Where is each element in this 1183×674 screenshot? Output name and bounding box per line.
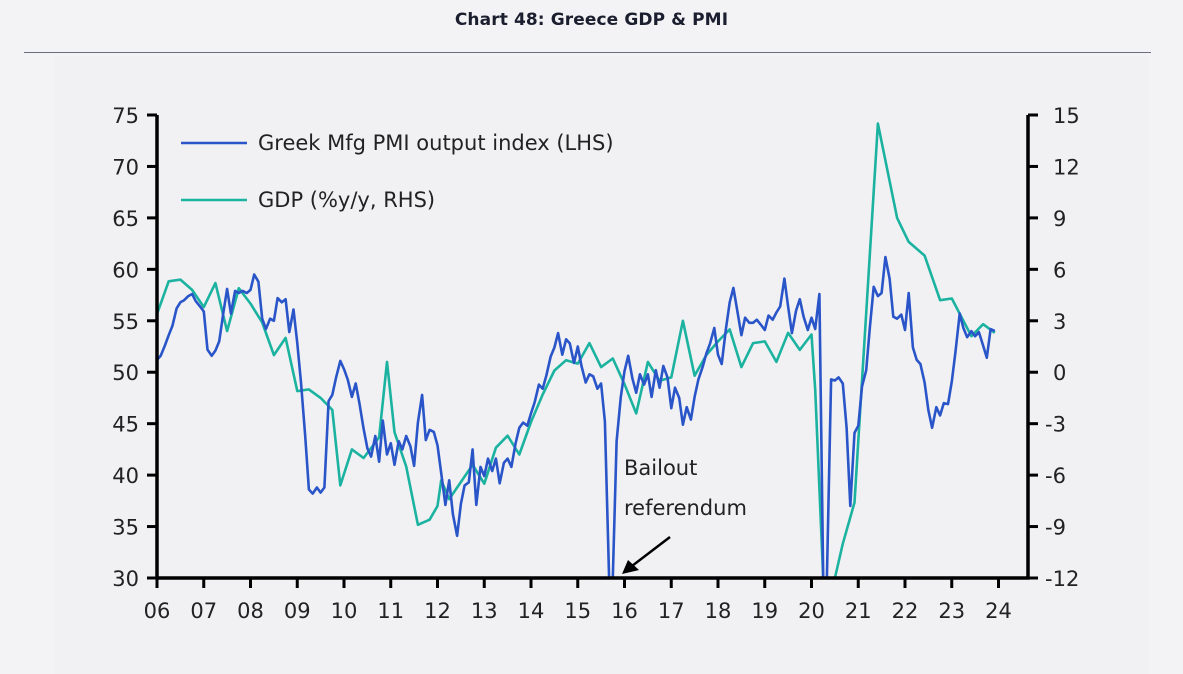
y-left-tick-label: 65 bbox=[112, 207, 139, 231]
x-tick-label: 13 bbox=[471, 599, 498, 623]
y-right-tick-label: -3 bbox=[1045, 413, 1066, 437]
y-left-tick-label: 60 bbox=[112, 258, 139, 282]
y-right-tick-label: 6 bbox=[1053, 258, 1066, 282]
x-tick-label: 18 bbox=[705, 599, 732, 623]
x-tick-label: 16 bbox=[611, 599, 638, 623]
y-left-tick-label: 50 bbox=[112, 361, 139, 385]
annotation-arrow-shaft bbox=[631, 536, 671, 567]
x-tick-label: 19 bbox=[751, 599, 778, 623]
legend-label-gdp: GDP (%y/y, RHS) bbox=[258, 188, 435, 212]
x-tick-label: 21 bbox=[845, 599, 872, 623]
x-tick-label: 06 bbox=[144, 599, 171, 623]
x-tick-label: 20 bbox=[798, 599, 825, 623]
x-tick-label: 08 bbox=[237, 599, 264, 623]
y-right-tick-label: 0 bbox=[1053, 361, 1066, 385]
x-tick-label: 07 bbox=[190, 599, 217, 623]
y-right-tick-label: 15 bbox=[1053, 104, 1080, 128]
y-left-tick-label: 35 bbox=[112, 516, 139, 540]
x-tick-label: 17 bbox=[658, 599, 685, 623]
x-tick-label: 11 bbox=[377, 599, 404, 623]
legend: Greek Mfg PMI output index (LHS) GDP (%y… bbox=[181, 131, 614, 212]
x-tick-label: 09 bbox=[284, 599, 311, 623]
legend-label-pmi: Greek Mfg PMI output index (LHS) bbox=[258, 131, 614, 155]
annotation-arrow-head-icon bbox=[622, 560, 639, 574]
y-left-tick-label: 40 bbox=[112, 464, 139, 488]
y-right-tick-label: -6 bbox=[1045, 464, 1066, 488]
y-left-tick-label: 45 bbox=[112, 413, 139, 437]
annotation-line-1: Bailout bbox=[624, 456, 697, 480]
x-tick-label: 23 bbox=[938, 599, 965, 623]
y-right-tick-label: -12 bbox=[1045, 567, 1079, 591]
y-right-tick-label: -9 bbox=[1045, 516, 1066, 540]
x-tick-label: 10 bbox=[331, 599, 358, 623]
x-tick-label: 15 bbox=[564, 599, 591, 623]
y-left-tick-label: 70 bbox=[112, 155, 139, 179]
y-left-tick-label: 55 bbox=[112, 310, 139, 334]
x-tick-label: 22 bbox=[892, 599, 919, 623]
y-left-tick-label: 30 bbox=[112, 567, 139, 591]
y-right-tick-label: 3 bbox=[1053, 310, 1066, 334]
x-tick-label: 14 bbox=[518, 599, 545, 623]
y-right-tick-label: 9 bbox=[1053, 207, 1066, 231]
title-divider bbox=[24, 52, 1151, 53]
y-right-tick-label: 12 bbox=[1053, 155, 1080, 179]
series-line-pmi bbox=[156, 255, 996, 580]
x-tick-label: 12 bbox=[424, 599, 451, 623]
chart-title: Chart 48: Greece GDP & PMI bbox=[454, 10, 729, 30]
annotation-line-2: referendum bbox=[624, 496, 747, 520]
y-left-tick-label: 75 bbox=[112, 104, 139, 128]
x-tick-label: 24 bbox=[985, 599, 1012, 623]
annotation-bailout-referendum: Bailout referendum bbox=[622, 456, 747, 574]
